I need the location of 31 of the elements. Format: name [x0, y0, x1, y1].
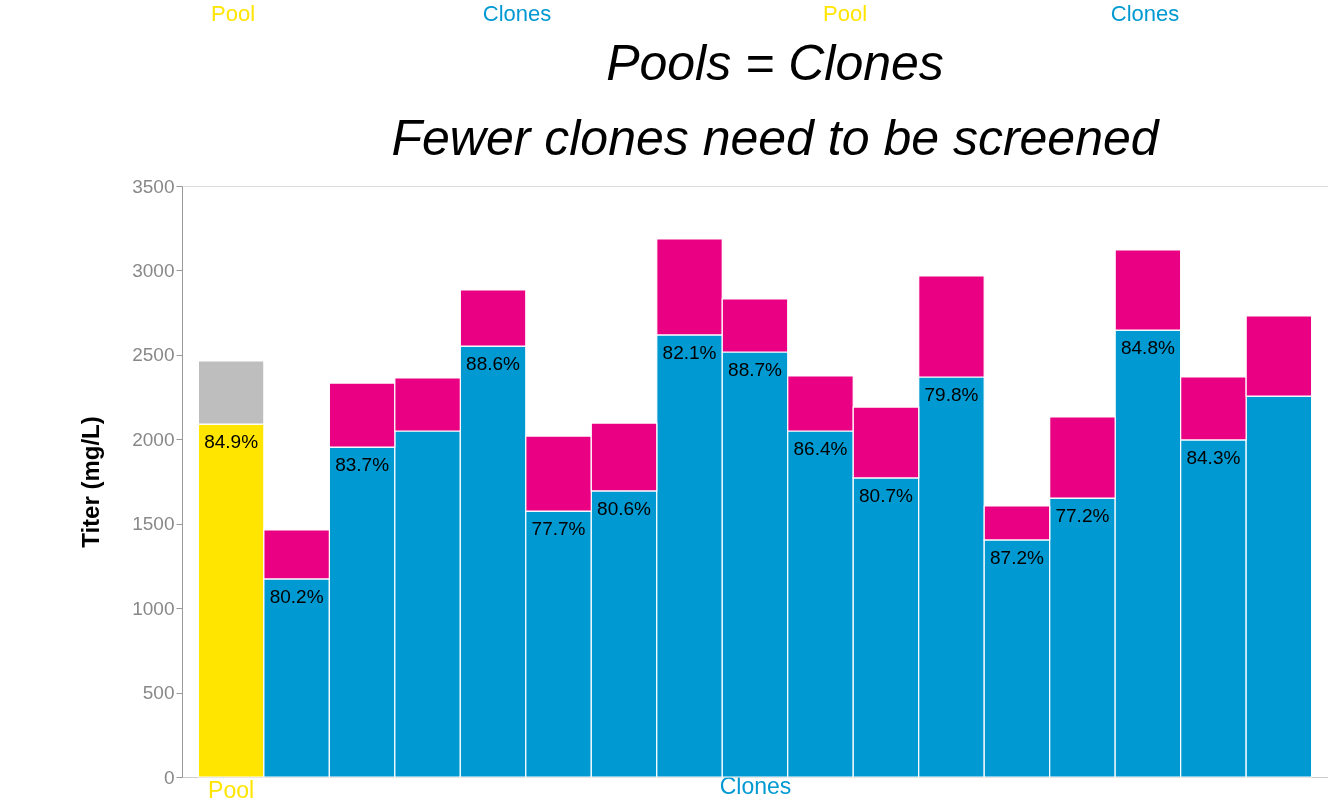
- annotation: 84.8%: [1120, 337, 1175, 359]
- annotation: 77.2%: [1055, 505, 1110, 527]
- text: Clones: [482, 1, 552, 26]
- text: Pool: [210, 1, 256, 26]
- y-tick-label: 3000: [132, 259, 175, 281]
- x-axis-title: Clones: [719, 772, 792, 799]
- text: Clones: [1110, 1, 1180, 26]
- annotation: 84.9%: [204, 431, 259, 453]
- annotation: 88.7%: [728, 358, 783, 380]
- annotation: 84.3%: [1186, 446, 1241, 468]
- y-tick-label: 2500: [132, 344, 175, 366]
- y-tick-label: 500: [142, 682, 175, 704]
- annotation: 88.6%: [466, 353, 521, 375]
- y-tick-label: 0: [163, 766, 175, 788]
- y-tick-label: 1000: [132, 597, 175, 619]
- annotation: 83.7%: [335, 454, 390, 476]
- chart-subtitle: Fewer clones need to be screened: [391, 110, 1161, 166]
- text: Pool: [822, 1, 868, 26]
- annotation: 87.2%: [990, 546, 1044, 568]
- annotation: 80.2%: [269, 585, 324, 607]
- y-tick-label: 3500: [132, 175, 175, 197]
- annotation: 86.4%: [793, 438, 848, 460]
- annotation: 80.7%: [859, 484, 914, 506]
- y-tick-label: 1500: [132, 513, 175, 535]
- annotation: 77.7%: [531, 518, 586, 540]
- y-axis-title: Titer (mg/L): [77, 416, 105, 548]
- chart-title: Pools = Clones: [606, 35, 944, 91]
- annotation: 82.1%: [662, 341, 717, 363]
- y-tick-label: 2000: [132, 428, 175, 450]
- annotation: 79.8%: [924, 383, 979, 405]
- annotation: 80.6%: [597, 497, 652, 519]
